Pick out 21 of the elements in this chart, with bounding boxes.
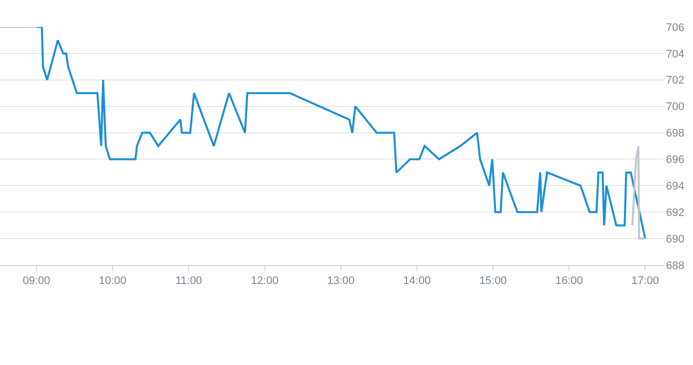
x-tick-label: 10:00: [98, 275, 126, 288]
y-tick-label: 700: [666, 101, 684, 114]
x-tick-label: 16:00: [555, 275, 583, 288]
y-tick-label: 692: [666, 206, 684, 219]
y-tick-label: 694: [666, 180, 684, 193]
y-tick-label: 702: [666, 74, 684, 87]
x-tick-label: 13:00: [327, 275, 355, 288]
line-series: [631, 145, 646, 240]
x-tick-label: 12:00: [251, 275, 279, 288]
y-tick-label: 696: [666, 154, 684, 166]
y-tick-label: 688: [666, 260, 684, 272]
y-tick-label: 690: [666, 233, 684, 246]
line-series: [36, 27, 646, 240]
x-tick-label: 11:00: [175, 275, 202, 288]
y-tick-label: 706: [666, 22, 684, 34]
y-tick-label: 704: [666, 48, 684, 60]
x-tick-label: 09:00: [22, 275, 50, 288]
x-tick-label: 15:00: [479, 275, 507, 288]
y-tick-label: 698: [666, 128, 684, 140]
x-tick-label: 14:00: [403, 275, 431, 288]
x-tick-label: 17:00: [631, 275, 659, 288]
